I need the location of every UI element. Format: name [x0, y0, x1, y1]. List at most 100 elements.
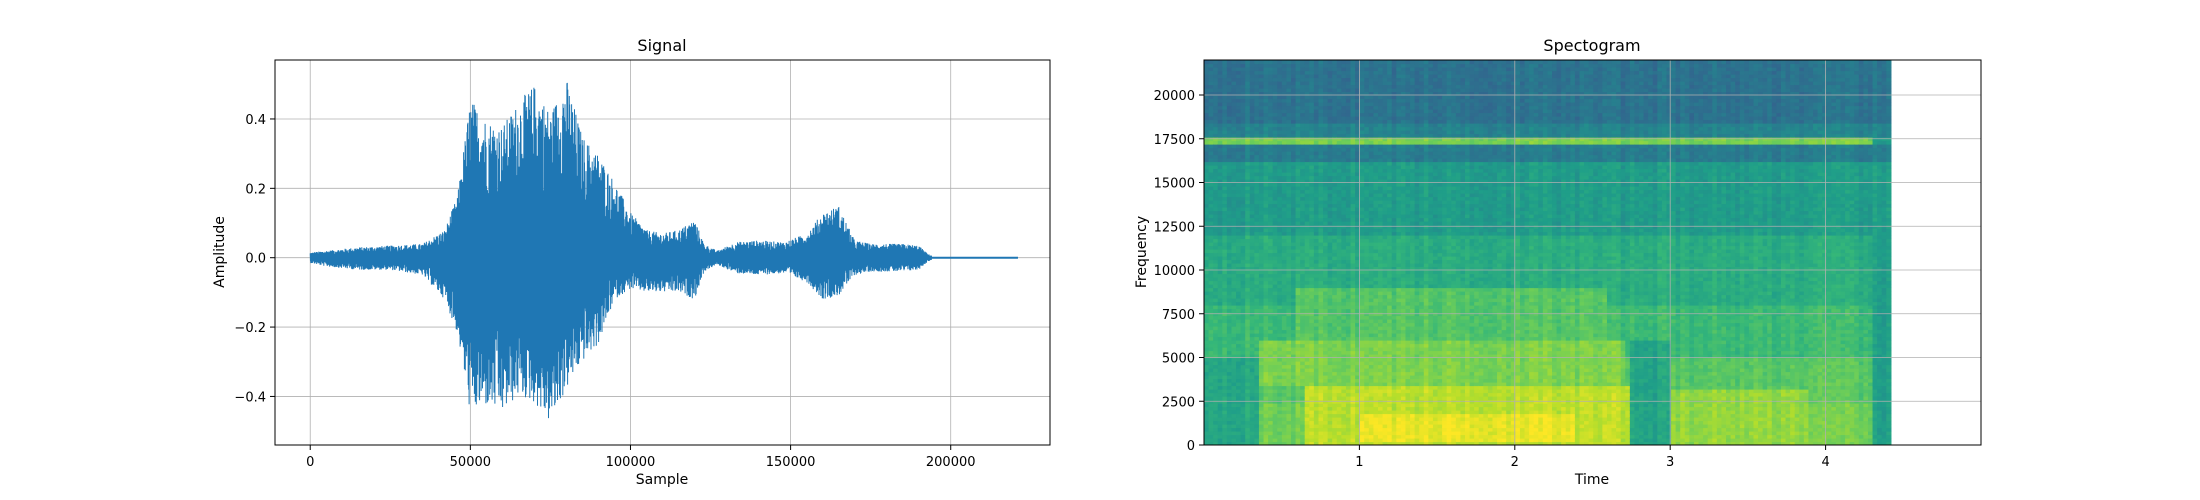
spectogram-cell — [1300, 102, 1306, 107]
spectogram-cell — [1300, 214, 1306, 219]
spectogram-cell — [1213, 350, 1219, 355]
spectogram-cell — [1378, 273, 1384, 278]
spectogram-cell — [1323, 60, 1329, 65]
spectogram-cell — [1382, 74, 1388, 79]
spectogram-cell — [1391, 441, 1397, 445]
spectogram-cell — [1204, 144, 1210, 149]
spectogram-cell — [1364, 263, 1370, 268]
spectogram-cell — [1327, 60, 1333, 65]
spectogram-cell — [1400, 361, 1407, 366]
spectogram-cell — [1213, 406, 1219, 411]
spectogram-cell — [1318, 179, 1324, 184]
spectogram-cell — [1304, 319, 1310, 324]
spectogram-cell — [1382, 340, 1388, 345]
spectogram-cell — [1295, 182, 1301, 187]
spectogram-cell — [1213, 259, 1219, 264]
spectogram-cell — [1323, 333, 1329, 338]
spectogram-cell — [1213, 340, 1219, 345]
spectogram-cell — [1304, 221, 1310, 226]
spectogram-cell — [1355, 151, 1361, 156]
spectogram-cell — [1268, 186, 1274, 191]
spectogram-cell — [1327, 340, 1333, 345]
spectogram-cell — [1281, 196, 1288, 201]
spectogram-cell — [1204, 168, 1210, 173]
spectogram-cell — [1400, 102, 1407, 107]
spectogram-cell — [1318, 84, 1324, 89]
spectogram-cell — [1382, 350, 1388, 355]
spectogram-cell — [1327, 147, 1333, 152]
spectogram-cell — [1323, 368, 1329, 373]
spectogram-cell — [1208, 105, 1214, 110]
spectogram-cell — [1313, 74, 1320, 79]
spectogram-cell — [1268, 207, 1274, 212]
spectogram-cell — [1204, 438, 1210, 443]
spectogram-cell — [1213, 77, 1219, 82]
spectogram-cell — [1245, 63, 1251, 68]
spectogram-cell — [1291, 266, 1297, 271]
spectogram-cell — [1286, 280, 1292, 285]
spectogram-cell — [1341, 203, 1347, 208]
spectogram-cell — [1405, 77, 1411, 82]
spectogram-cell — [1213, 238, 1219, 243]
spectogram-cell — [1213, 214, 1219, 219]
spectogram-cell — [1281, 291, 1288, 296]
spectogram-cell — [1300, 196, 1306, 201]
spectogram-cell — [1286, 329, 1292, 334]
spectogram-cell — [1268, 84, 1274, 89]
spectogram-cell — [1382, 161, 1388, 166]
spectogram-cell — [1400, 280, 1407, 285]
spectogram-cell — [1286, 109, 1292, 114]
spectogram-cell — [1396, 165, 1402, 170]
spectogram-cell — [1272, 70, 1278, 75]
spectogram-cell — [1378, 413, 1384, 418]
spectogram-cell — [1258, 396, 1265, 401]
spectogram-cell — [1236, 305, 1242, 310]
spectogram-cell — [1318, 347, 1324, 352]
spectogram-cell — [1213, 60, 1219, 65]
spectogram-cell — [1222, 375, 1228, 380]
spectogram-cell — [1309, 200, 1315, 205]
spectogram-cell — [1345, 350, 1352, 355]
spectogram-cell — [1355, 315, 1361, 320]
spectogram-cell — [1217, 228, 1223, 233]
spectogram-cell — [1309, 273, 1315, 278]
spectogram-cell — [1258, 413, 1265, 418]
spectogram-cell — [1254, 301, 1260, 306]
spectogram-cell — [1391, 175, 1397, 180]
spectogram-cell — [1231, 273, 1237, 278]
spectogram-cell — [1263, 81, 1269, 86]
spectogram-cell — [1378, 277, 1384, 282]
spectogram-cell — [1359, 245, 1365, 250]
spectogram-cell — [1236, 186, 1242, 191]
spectogram-cell — [1318, 154, 1324, 159]
spectogram-cell — [1355, 154, 1361, 159]
spectogram-cell — [1382, 95, 1388, 100]
spectogram-cell — [1355, 214, 1361, 219]
spectogram-cell — [1217, 77, 1223, 82]
spectogram-cell — [1368, 382, 1375, 387]
spectogram-cell — [1396, 434, 1402, 439]
spectogram-cell — [1336, 354, 1342, 359]
spectogram-cell — [1272, 364, 1278, 369]
spectogram-cell — [1204, 284, 1210, 289]
spectogram-cell — [1272, 343, 1278, 348]
spectogram-cell — [1405, 259, 1411, 264]
spectogram-cell — [1272, 158, 1278, 163]
spectogram-cell — [1350, 375, 1356, 380]
spectogram-cell — [1387, 182, 1393, 187]
spectogram-cell — [1327, 375, 1333, 380]
spectogram-cell — [1345, 410, 1352, 415]
spectogram-cell — [1226, 361, 1233, 366]
spectogram-cell — [1318, 333, 1324, 338]
spectogram-cell — [1213, 417, 1219, 422]
spectogram-cell — [1240, 200, 1246, 205]
spectogram-cell — [1336, 266, 1342, 271]
spectogram-cell — [1345, 238, 1352, 243]
spectogram-cell — [1208, 357, 1214, 362]
spectogram-cell — [1281, 315, 1288, 320]
spectogram-cell — [1378, 389, 1384, 394]
spectogram-cell — [1272, 273, 1278, 278]
spectogram-cell — [1318, 91, 1324, 96]
spectogram-cell — [1309, 305, 1315, 310]
signal-x-ticks: 0 50000 100000 150000 200000 — [306, 445, 976, 470]
